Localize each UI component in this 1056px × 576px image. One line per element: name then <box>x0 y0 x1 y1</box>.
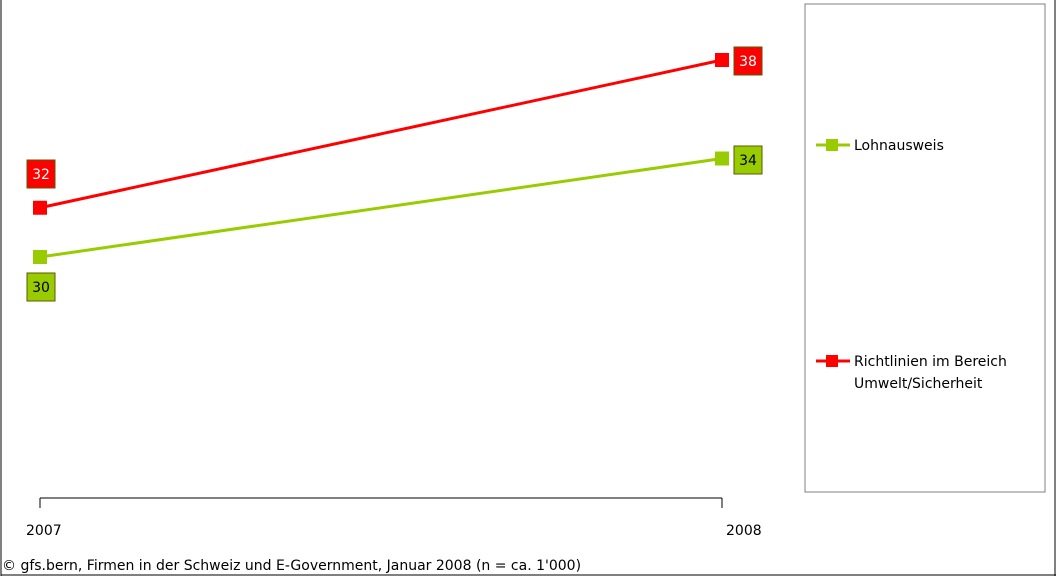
legend-swatch-marker <box>826 139 838 151</box>
data-point <box>33 200 47 215</box>
legend-label: Lohnausweis <box>854 138 944 154</box>
data-label-box <box>26 159 56 189</box>
x-axis: 2007 2008 <box>26 497 762 539</box>
data-label: 38 <box>739 54 757 70</box>
source-note: © gfs.bern, Firmen in der Schweiz und E-… <box>2 558 581 574</box>
legend-swatch-marker <box>826 355 838 367</box>
data-label-box <box>733 145 763 175</box>
data-label: 30 <box>32 280 50 296</box>
series-line <box>39 157 723 259</box>
legend-box <box>804 3 1046 493</box>
legend: Lohnausweis Richtlinien im Bereich Umwelt/… <box>816 138 1007 392</box>
series-line <box>39 58 723 210</box>
data-point <box>33 250 47 264</box>
data-label-box <box>26 272 56 302</box>
x-tick-label: 2008 <box>726 523 762 539</box>
legend-label: Richtlinien im Bereich Umwelt/Sicherheit <box>854 354 1007 392</box>
series-layer: 30 34 32 38 <box>26 46 763 302</box>
data-point <box>715 53 729 67</box>
data-label: 32 <box>32 167 50 183</box>
data-label: 34 <box>739 153 757 169</box>
data-point <box>715 151 729 166</box>
data-label-box <box>733 46 763 76</box>
x-tick-label: 2007 <box>26 523 62 539</box>
